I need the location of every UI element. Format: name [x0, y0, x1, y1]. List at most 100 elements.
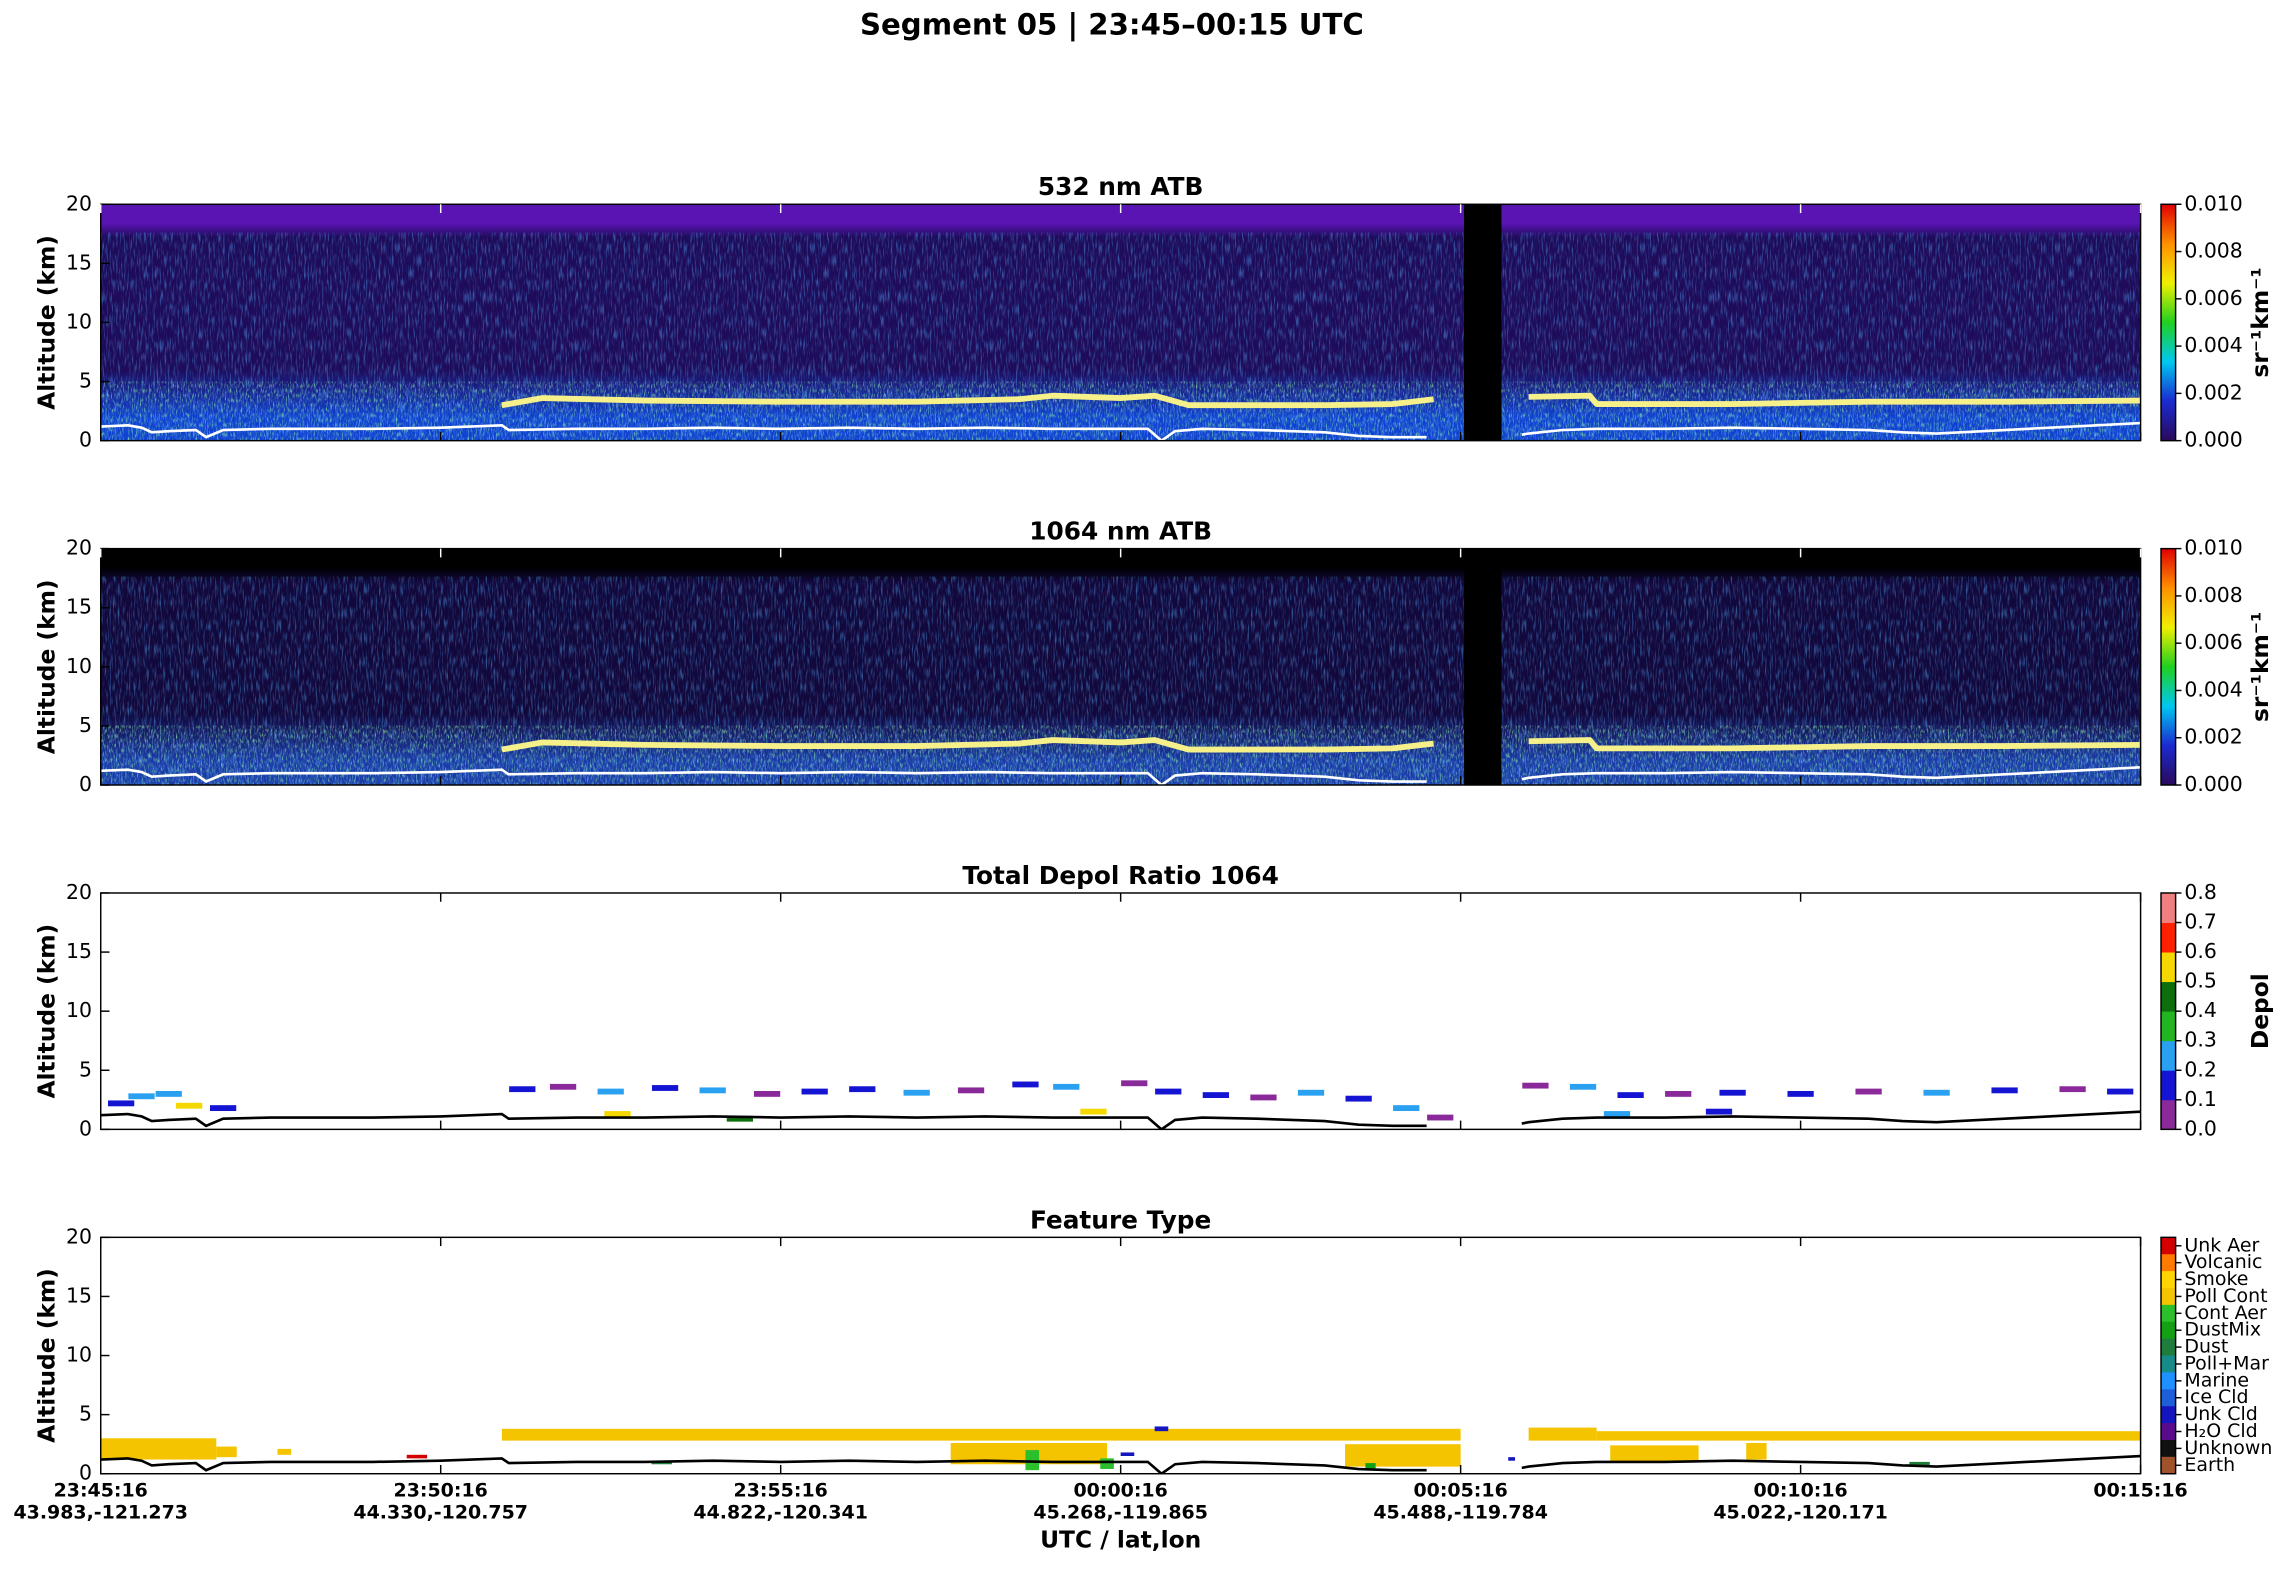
aerosol-layer	[501, 737, 2141, 753]
colorbar-frame	[2160, 203, 2177, 442]
x-tick-coords: 45.022,-120.171	[1713, 1502, 1888, 1524]
x-tick-label: 00:05:16	[1413, 1480, 1507, 1502]
depol-cell	[1855, 1088, 1882, 1095]
plot-area	[100, 1080, 2141, 1130]
depol-cell	[209, 1105, 237, 1112]
depol-cell	[1665, 1090, 1692, 1097]
y-axis-label: Altitude (km)	[33, 924, 61, 1099]
legend-swatch	[2161, 1456, 2176, 1475]
feature-cell	[1528, 1427, 1597, 1441]
colorbar-bin	[2161, 1040, 2176, 1071]
x-tick-label: 00:15:16	[2093, 1480, 2187, 1502]
y-tick-label: 5	[79, 1057, 92, 1081]
colorbar-tick-label: 0.002	[2184, 380, 2242, 404]
depol-cell	[509, 1086, 536, 1093]
colorbar-tick-label: 0.0	[2184, 1116, 2216, 1140]
plot-area	[100, 548, 2141, 786]
feature-cell	[1365, 1463, 1376, 1471]
depol-cell	[604, 1111, 631, 1117]
depol-cell	[1053, 1083, 1080, 1090]
depol-cell	[1787, 1090, 1814, 1097]
no-data	[1464, 204, 1502, 441]
depol-cell	[1155, 1088, 1182, 1095]
y-tick-label: 5	[79, 369, 92, 393]
x-tick-label: 00:10:16	[1753, 1480, 1847, 1502]
depol-cell	[2059, 1086, 2086, 1093]
colorbar-tick-label: 0.008	[2184, 583, 2242, 607]
y-tick-label: 10	[66, 309, 92, 333]
feature-cell	[1154, 1426, 1169, 1432]
y-tick-label: 20	[66, 1224, 92, 1248]
legend-swatch	[2161, 1372, 2176, 1390]
depol-cell	[801, 1088, 828, 1095]
x-tick-label: 23:50:16	[394, 1480, 488, 1502]
plot-area	[100, 1426, 2141, 1474]
figure-title: Segment 05 | 23:45–00:15 UTC	[860, 7, 1364, 41]
x-tick-label: 23:55:16	[734, 1480, 828, 1502]
x-tick-coords: 45.488,-119.784	[1373, 1502, 1548, 1524]
colorbar-tick-label: 0.3	[2184, 1028, 2216, 1052]
x-tick-label: 00:00:16	[1074, 1480, 1168, 1502]
depol-cell	[651, 1085, 679, 1091]
y-tick-label: 5	[79, 713, 92, 737]
depol-cell	[1569, 1083, 1597, 1090]
depol-cell	[549, 1083, 577, 1090]
legend-label: H₂O Cld	[2184, 1420, 2257, 1442]
depol-cell	[1080, 1108, 1107, 1115]
legend-label: Cont Aer	[2184, 1302, 2267, 1324]
y-tick-label: 0	[79, 772, 92, 796]
colorbar-bin	[2161, 1070, 2176, 1101]
legend-label: Marine	[2184, 1369, 2249, 1391]
feature-cell	[100, 1438, 217, 1460]
feature-cell	[1120, 1452, 1135, 1456]
legend-label: DustMix	[2184, 1319, 2261, 1341]
y-tick-label: 10	[66, 998, 92, 1022]
x-tick-coords: 45.268,-119.865	[1033, 1502, 1208, 1524]
y-tick-label: 10	[66, 654, 92, 678]
y-tick-label: 15	[66, 250, 92, 274]
feature-cell	[501, 1428, 1461, 1441]
legend-label: Unknown	[2184, 1437, 2272, 1459]
feature-cell	[216, 1446, 237, 1458]
y-tick-label: 0	[79, 1461, 92, 1485]
depol-cell	[1522, 1082, 1549, 1089]
y-axis-label: Altitude (km)	[33, 579, 61, 754]
surface-line	[100, 1110, 2141, 1130]
legend-label: Dust	[2184, 1336, 2228, 1358]
depol-cell	[107, 1100, 135, 1107]
colorbar-tick-label: 0.006	[2184, 630, 2242, 654]
colorbar-bin	[2161, 1011, 2176, 1042]
colorbar-frame	[2160, 547, 2177, 786]
legend-swatch	[2161, 1254, 2176, 1272]
colorbar-bin	[2161, 952, 2176, 983]
y-tick-label: 15	[66, 595, 92, 619]
feature-cell	[277, 1448, 292, 1455]
y-tick-label: 20	[66, 536, 92, 560]
y-tick-label: 10	[66, 1343, 92, 1367]
colorbar-frame	[2160, 1236, 2177, 1475]
legend-label: Ice Cld	[2184, 1386, 2248, 1408]
colorbar-tick-label: 0.004	[2184, 677, 2242, 701]
legend-label: Earth	[2184, 1454, 2235, 1476]
depol-cell	[597, 1088, 624, 1095]
x-tick-coords: 44.822,-120.341	[693, 1502, 868, 1524]
colorbar-tick-label: 0.010	[2184, 191, 2242, 215]
depol-cell	[155, 1090, 182, 1097]
legend-swatch	[2161, 1355, 2176, 1373]
depol-cell	[2107, 1088, 2134, 1095]
y-tick-label: 15	[66, 1283, 92, 1307]
colorbar-label: sr⁻¹km⁻¹	[2246, 267, 2274, 377]
panel-title: Total Depol Ratio 1064	[962, 861, 1279, 890]
depol-cell	[1991, 1087, 2018, 1094]
colorbar-label: Depol	[2246, 973, 2274, 1049]
feature-cell	[1596, 1431, 2141, 1441]
colorbar	[2161, 548, 2176, 786]
colorbar-tick-label: 0.5	[2184, 969, 2216, 993]
colorbar-label: sr⁻¹km⁻¹	[2246, 612, 2274, 722]
feature-cell	[1610, 1445, 1699, 1462]
surface-line	[100, 1454, 2141, 1474]
depol-cell	[903, 1089, 930, 1096]
colorbar-tick-label: 0.002	[2184, 725, 2242, 749]
y-tick-label: 20	[66, 880, 92, 904]
surface-line	[100, 421, 2141, 441]
